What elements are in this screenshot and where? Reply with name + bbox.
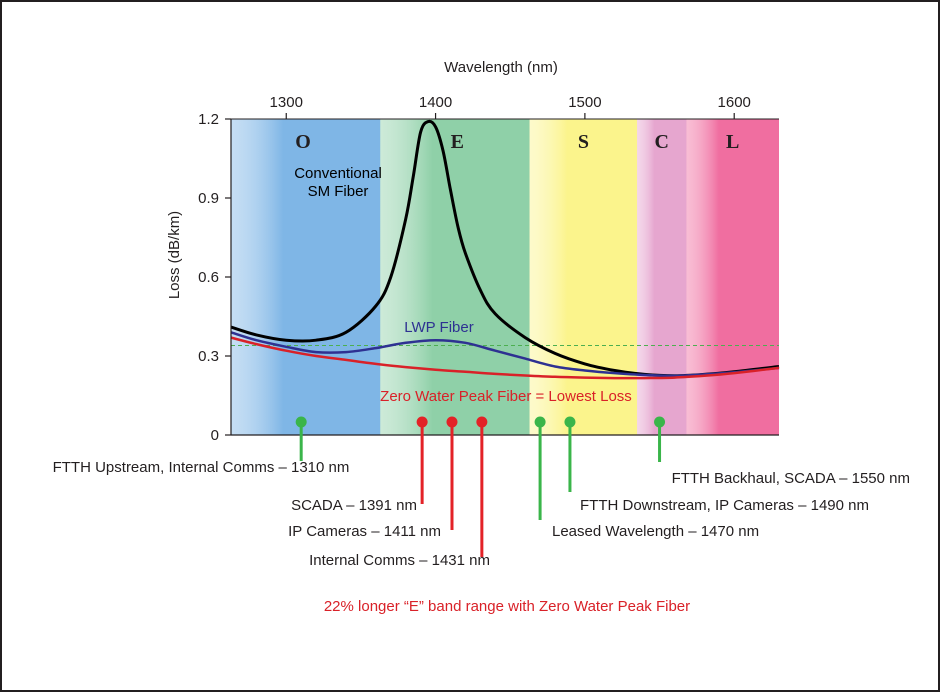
band-label-o: O	[295, 131, 311, 153]
band-l	[686, 119, 779, 435]
y-tick-label: 0	[211, 427, 219, 444]
marker-dot-1470	[534, 416, 546, 428]
band-label-l: L	[726, 131, 739, 153]
curve-label-zero-water-peak-fiber: Zero Water Peak Fiber = Lowest Loss	[380, 388, 632, 405]
y-axis-title: Loss (dB/km)	[166, 211, 183, 299]
curve-label-conventional-sm-fiber: Conventional	[294, 165, 382, 182]
curves-layer	[230, 119, 780, 380]
marker-dot-1490	[564, 416, 576, 428]
band-label-e: E	[451, 131, 464, 153]
marker-label-1431: Internal Comms – 1431 nm	[309, 552, 490, 569]
band-o	[231, 119, 381, 435]
band-label-s: S	[578, 131, 589, 153]
band-e	[380, 119, 530, 435]
marker-dot-1431	[476, 416, 488, 428]
x-axis-title: Wavelength (nm)	[444, 59, 558, 76]
x-tick-label: 1400	[419, 94, 452, 111]
marker-label-1490: FTTH Downstream, IP Cameras – 1490 nm	[580, 497, 869, 514]
bands-layer	[231, 119, 779, 435]
y-tick-label: 1.2	[198, 111, 219, 128]
y-tick-label: 0.6	[198, 269, 219, 286]
curve-label-lwp-fiber: LWP Fiber	[404, 319, 473, 336]
footnote: 22% longer “E” band range with Zero Wate…	[324, 598, 690, 615]
curve-label-conventional-sm-fiber: SM Fiber	[308, 183, 369, 200]
series-line-zero-water-peak-fiber	[230, 336, 780, 380]
marker-label-1550: FTTH Backhaul, SCADA – 1550 nm	[672, 470, 910, 487]
markers-layer: FTTH Upstream, Internal Comms – 1310 nm S…	[53, 416, 910, 569]
marker-dot-1310	[295, 416, 307, 428]
marker-label-1411: IP Cameras – 1411 nm	[288, 523, 441, 540]
axes-layer: 0 0.3 0.6 0.9 1.2 1300 1400 1500 1600 Wavelength …	[166, 59, 779, 444]
y-tick-label: 0.3	[198, 348, 219, 365]
series-line-lwp-fiber	[230, 331, 780, 378]
band-s	[529, 119, 638, 435]
marker-dot-1391	[416, 416, 428, 428]
marker-label-1391: SCADA – 1391 nm	[291, 497, 417, 514]
band-label-c: C	[655, 131, 669, 153]
marker-dot-1411	[446, 416, 458, 428]
band-c	[637, 119, 687, 435]
x-tick-label: 1600	[718, 94, 751, 111]
x-tick-label: 1500	[568, 94, 601, 111]
x-tick-label: 1300	[270, 94, 303, 111]
marker-label-1310: FTTH Upstream, Internal Comms – 1310 nm	[53, 459, 350, 476]
marker-dot-1550	[654, 416, 666, 428]
marker-label-1470: Leased Wavelength – 1470 nm	[552, 523, 759, 540]
y-tick-label: 0.9	[198, 190, 219, 207]
